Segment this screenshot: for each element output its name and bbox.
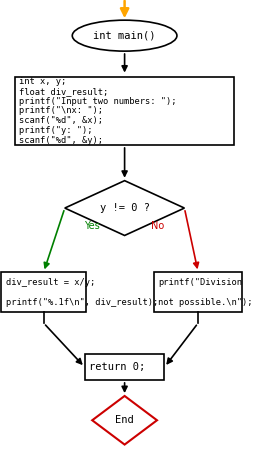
FancyBboxPatch shape bbox=[85, 354, 165, 380]
Text: printf("Division: printf("Division bbox=[158, 277, 242, 286]
Text: End: End bbox=[115, 415, 134, 425]
Text: printf("\nx: ");: printf("\nx: "); bbox=[20, 106, 103, 115]
Ellipse shape bbox=[72, 20, 177, 51]
FancyBboxPatch shape bbox=[154, 272, 242, 312]
FancyBboxPatch shape bbox=[15, 76, 234, 145]
Text: Yes: Yes bbox=[84, 221, 100, 231]
Text: printf("Input two numbers: ");: printf("Input two numbers: "); bbox=[20, 97, 177, 106]
Text: int x, y;: int x, y; bbox=[20, 77, 67, 86]
Text: No: No bbox=[151, 221, 164, 231]
Text: printf("y: ");: printf("y: "); bbox=[20, 126, 93, 135]
Text: scanf("%d", &x);: scanf("%d", &x); bbox=[20, 116, 103, 125]
Text: y != 0 ?: y != 0 ? bbox=[100, 203, 150, 213]
Polygon shape bbox=[65, 180, 184, 235]
Text: div_result = x/y;: div_result = x/y; bbox=[6, 277, 95, 286]
Text: not possible.\n");: not possible.\n"); bbox=[158, 298, 253, 307]
Text: return 0;: return 0; bbox=[89, 362, 146, 372]
Text: float div_result;: float div_result; bbox=[20, 87, 109, 96]
Text: int main(): int main() bbox=[93, 31, 156, 41]
Text: scanf("%d", &y);: scanf("%d", &y); bbox=[20, 136, 103, 145]
Polygon shape bbox=[92, 396, 157, 445]
Text: printf("%.1f\n", div_result);: printf("%.1f\n", div_result); bbox=[6, 298, 158, 307]
FancyBboxPatch shape bbox=[1, 272, 86, 312]
